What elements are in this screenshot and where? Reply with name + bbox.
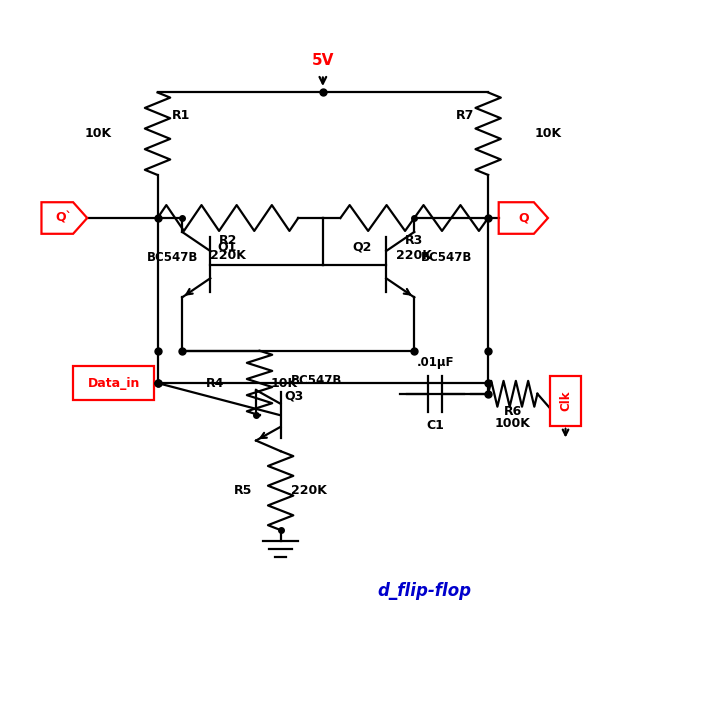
Text: R4: R4 (206, 377, 224, 390)
Text: R2: R2 (218, 234, 237, 247)
Text: R5: R5 (234, 484, 252, 497)
Text: BC547B: BC547B (147, 251, 199, 264)
Text: C1: C1 (426, 419, 445, 432)
Text: 10K: 10K (84, 127, 111, 140)
Text: 100K: 100K (495, 417, 531, 430)
FancyBboxPatch shape (73, 366, 154, 401)
Text: BC547B: BC547B (291, 375, 342, 388)
Text: Q: Q (518, 212, 529, 225)
Text: Clk: Clk (559, 390, 572, 411)
Text: 220K: 220K (396, 249, 432, 262)
Text: R7: R7 (456, 109, 474, 122)
Text: 10K: 10K (270, 377, 297, 390)
Text: R1: R1 (172, 109, 190, 122)
Text: 220K: 220K (291, 484, 327, 497)
Text: 10K: 10K (535, 127, 562, 140)
Text: R3: R3 (405, 234, 423, 247)
Text: Q2: Q2 (352, 241, 372, 254)
FancyBboxPatch shape (550, 376, 581, 426)
Text: .01μF: .01μF (417, 356, 454, 369)
Text: Q1: Q1 (218, 241, 237, 254)
Text: Data_in: Data_in (87, 377, 140, 390)
Text: Q`: Q` (55, 212, 72, 225)
Text: d_flip-flop: d_flip-flop (378, 582, 472, 600)
Text: Q3: Q3 (284, 390, 303, 403)
Text: 220K: 220K (210, 249, 246, 262)
Text: R6: R6 (503, 405, 522, 418)
Text: 5V: 5V (312, 53, 334, 68)
Text: BC547B: BC547B (421, 251, 473, 264)
